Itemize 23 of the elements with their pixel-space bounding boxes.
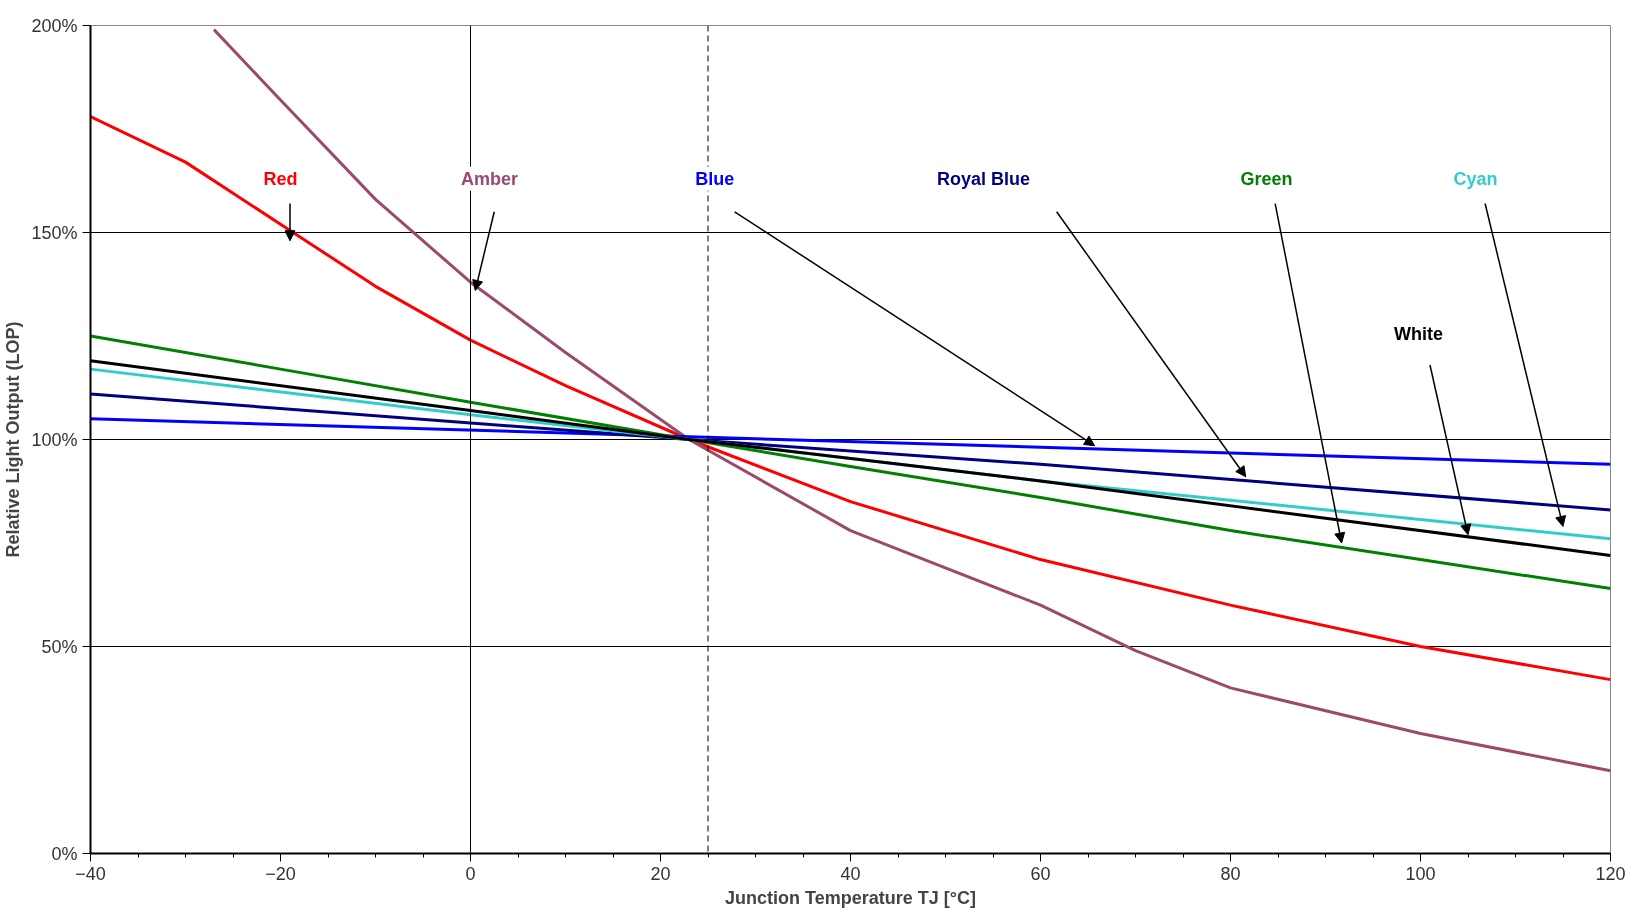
x-tick-label: 0 [465, 863, 476, 884]
y-axis-title: Relative Light Output (LOP) [3, 321, 24, 558]
x-axis-title: Junction Temperature TJ [°C] [725, 887, 976, 908]
x-tick-label: 100 [1405, 863, 1436, 884]
y-tick-label: 100% [31, 429, 78, 450]
y-tick-label: 150% [31, 222, 78, 243]
text: Cyan [1453, 168, 1498, 189]
y-tick-label: 0% [51, 843, 78, 864]
x-tick-label: 80 [1220, 863, 1241, 884]
text: Blue [695, 168, 735, 189]
x-tick-label: 60 [1030, 863, 1051, 884]
text: Amber [460, 168, 519, 189]
text: Royal Blue [936, 168, 1031, 189]
x-tick-label: 20 [650, 863, 671, 884]
text: White [1394, 323, 1444, 344]
y-tick-label: 50% [41, 636, 78, 657]
y-tick-label: 200% [31, 15, 78, 36]
x-tick-label: −20 [265, 863, 296, 884]
x-tick-label: −40 [75, 863, 106, 884]
text: Green [1240, 168, 1293, 189]
x-tick-label: 120 [1595, 863, 1626, 884]
x-tick-label: 40 [840, 863, 861, 884]
series-label: Red [263, 168, 298, 189]
